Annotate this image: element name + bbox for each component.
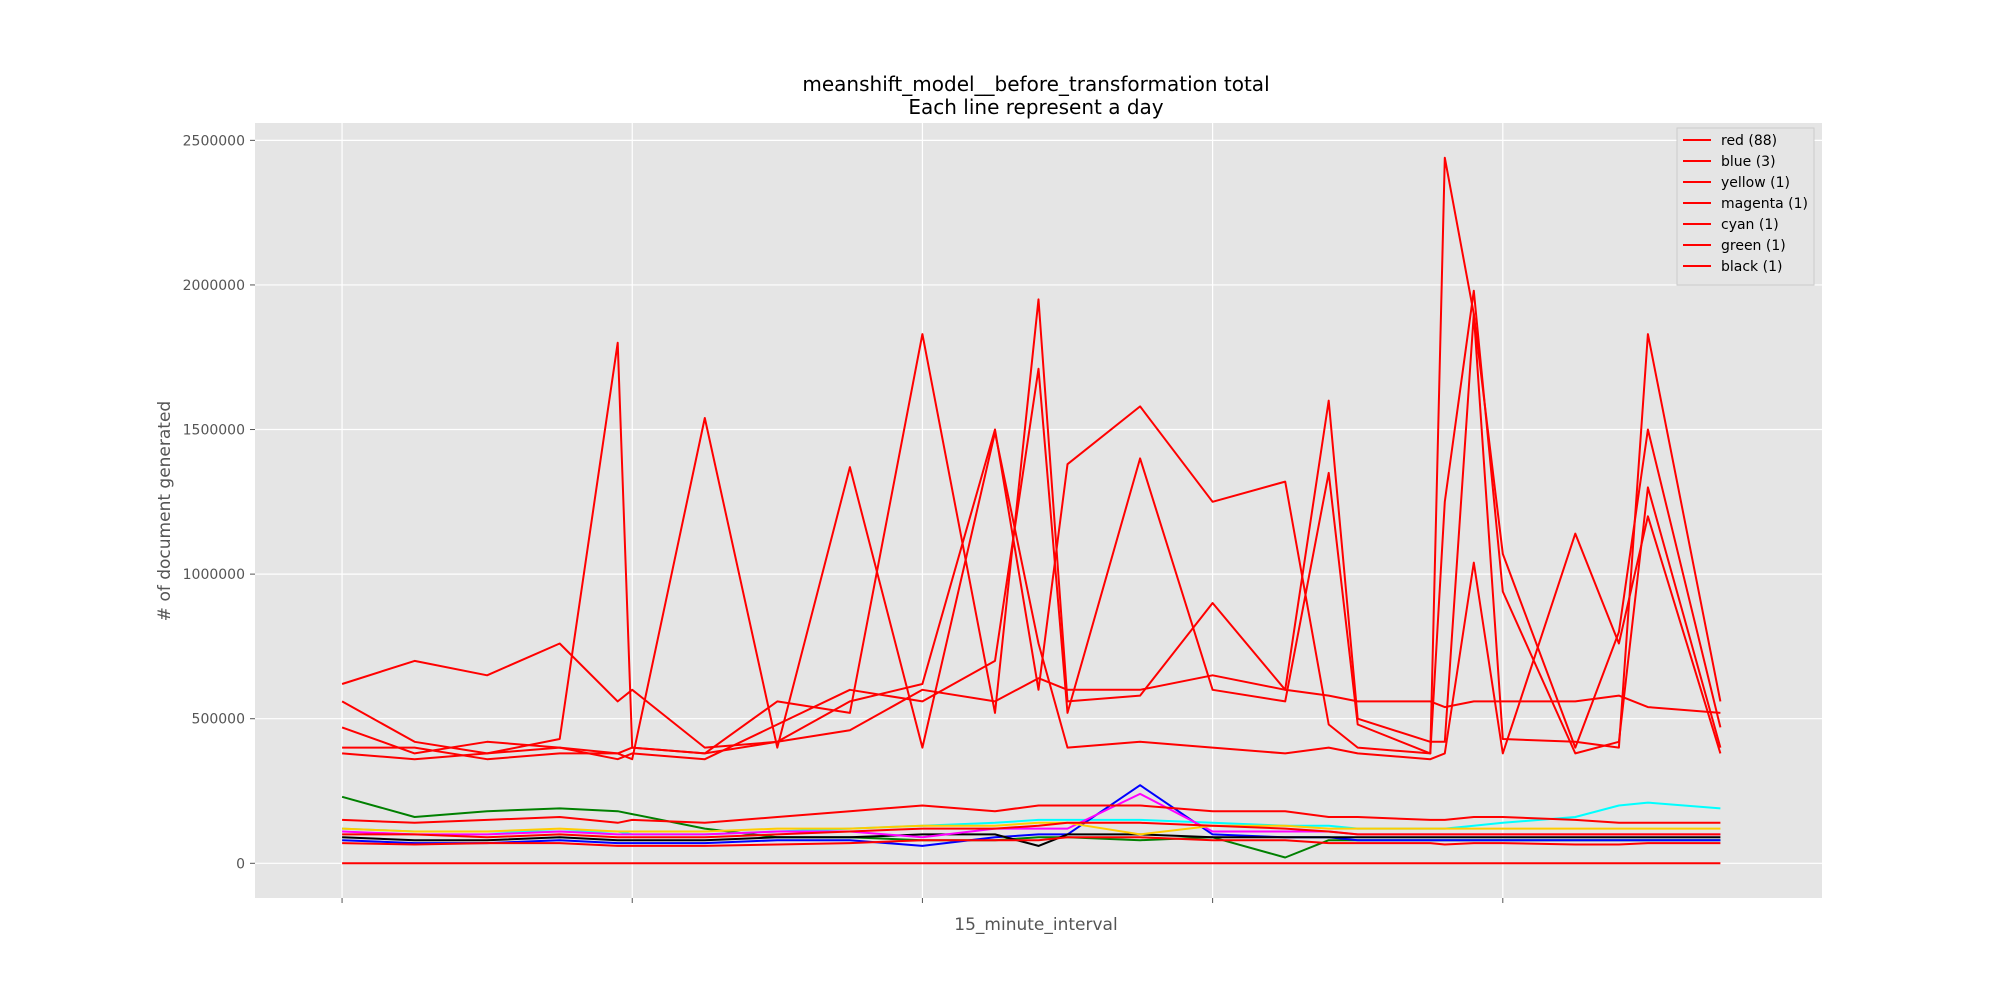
series-line-red: [341, 298, 1722, 755]
series-line-black: [342, 833, 1721, 847]
y-tick-label: 2000000: [183, 278, 245, 294]
series-line-red: [342, 821, 1721, 839]
series-line-red: [341, 156, 1722, 761]
y-tick-label: 500000: [192, 712, 245, 728]
series-line-red: [341, 642, 1721, 749]
y-tick-label: 2500000: [183, 133, 245, 149]
legend-label: green (1): [1721, 238, 1786, 254]
series-line-red: [342, 289, 1722, 761]
legend-label: magenta (1): [1721, 196, 1808, 212]
axis-ticks: 0 500000 1000000 1500000 2000000 2500000: [183, 133, 1504, 903]
y-axis-label: # of document generated: [155, 401, 175, 621]
series-lines: [341, 156, 1722, 865]
x-axis-label: 15_minute_interval: [954, 915, 1117, 935]
chart-title-line2: Each line represent a day: [908, 95, 1163, 119]
legend-label: yellow (1): [1721, 175, 1790, 191]
y-tick-label: 1000000: [183, 567, 245, 583]
series-line-yellow: [342, 821, 1721, 836]
y-tick-label: 0: [236, 856, 245, 872]
y-tick-label: 1500000: [183, 423, 245, 439]
series-line-red: [342, 836, 1721, 847]
legend-label: cyan (1): [1721, 217, 1779, 233]
legend: red (88) blue (3) yellow (1) magenta (1) cya…: [1676, 127, 1815, 286]
grid: [255, 123, 1822, 898]
series-line-red: [342, 417, 1722, 761]
legend-label: black (1): [1721, 259, 1782, 275]
series-line-blue: [342, 784, 1721, 847]
legend-box: [1676, 127, 1815, 286]
plot-area: [255, 123, 1822, 898]
legend-label: red (88): [1721, 133, 1777, 149]
legend-label: blue (3): [1721, 154, 1776, 170]
series-line-red: [342, 804, 1721, 824]
chart-title-line1: meanshift_model__before_transformation t…: [802, 72, 1269, 96]
